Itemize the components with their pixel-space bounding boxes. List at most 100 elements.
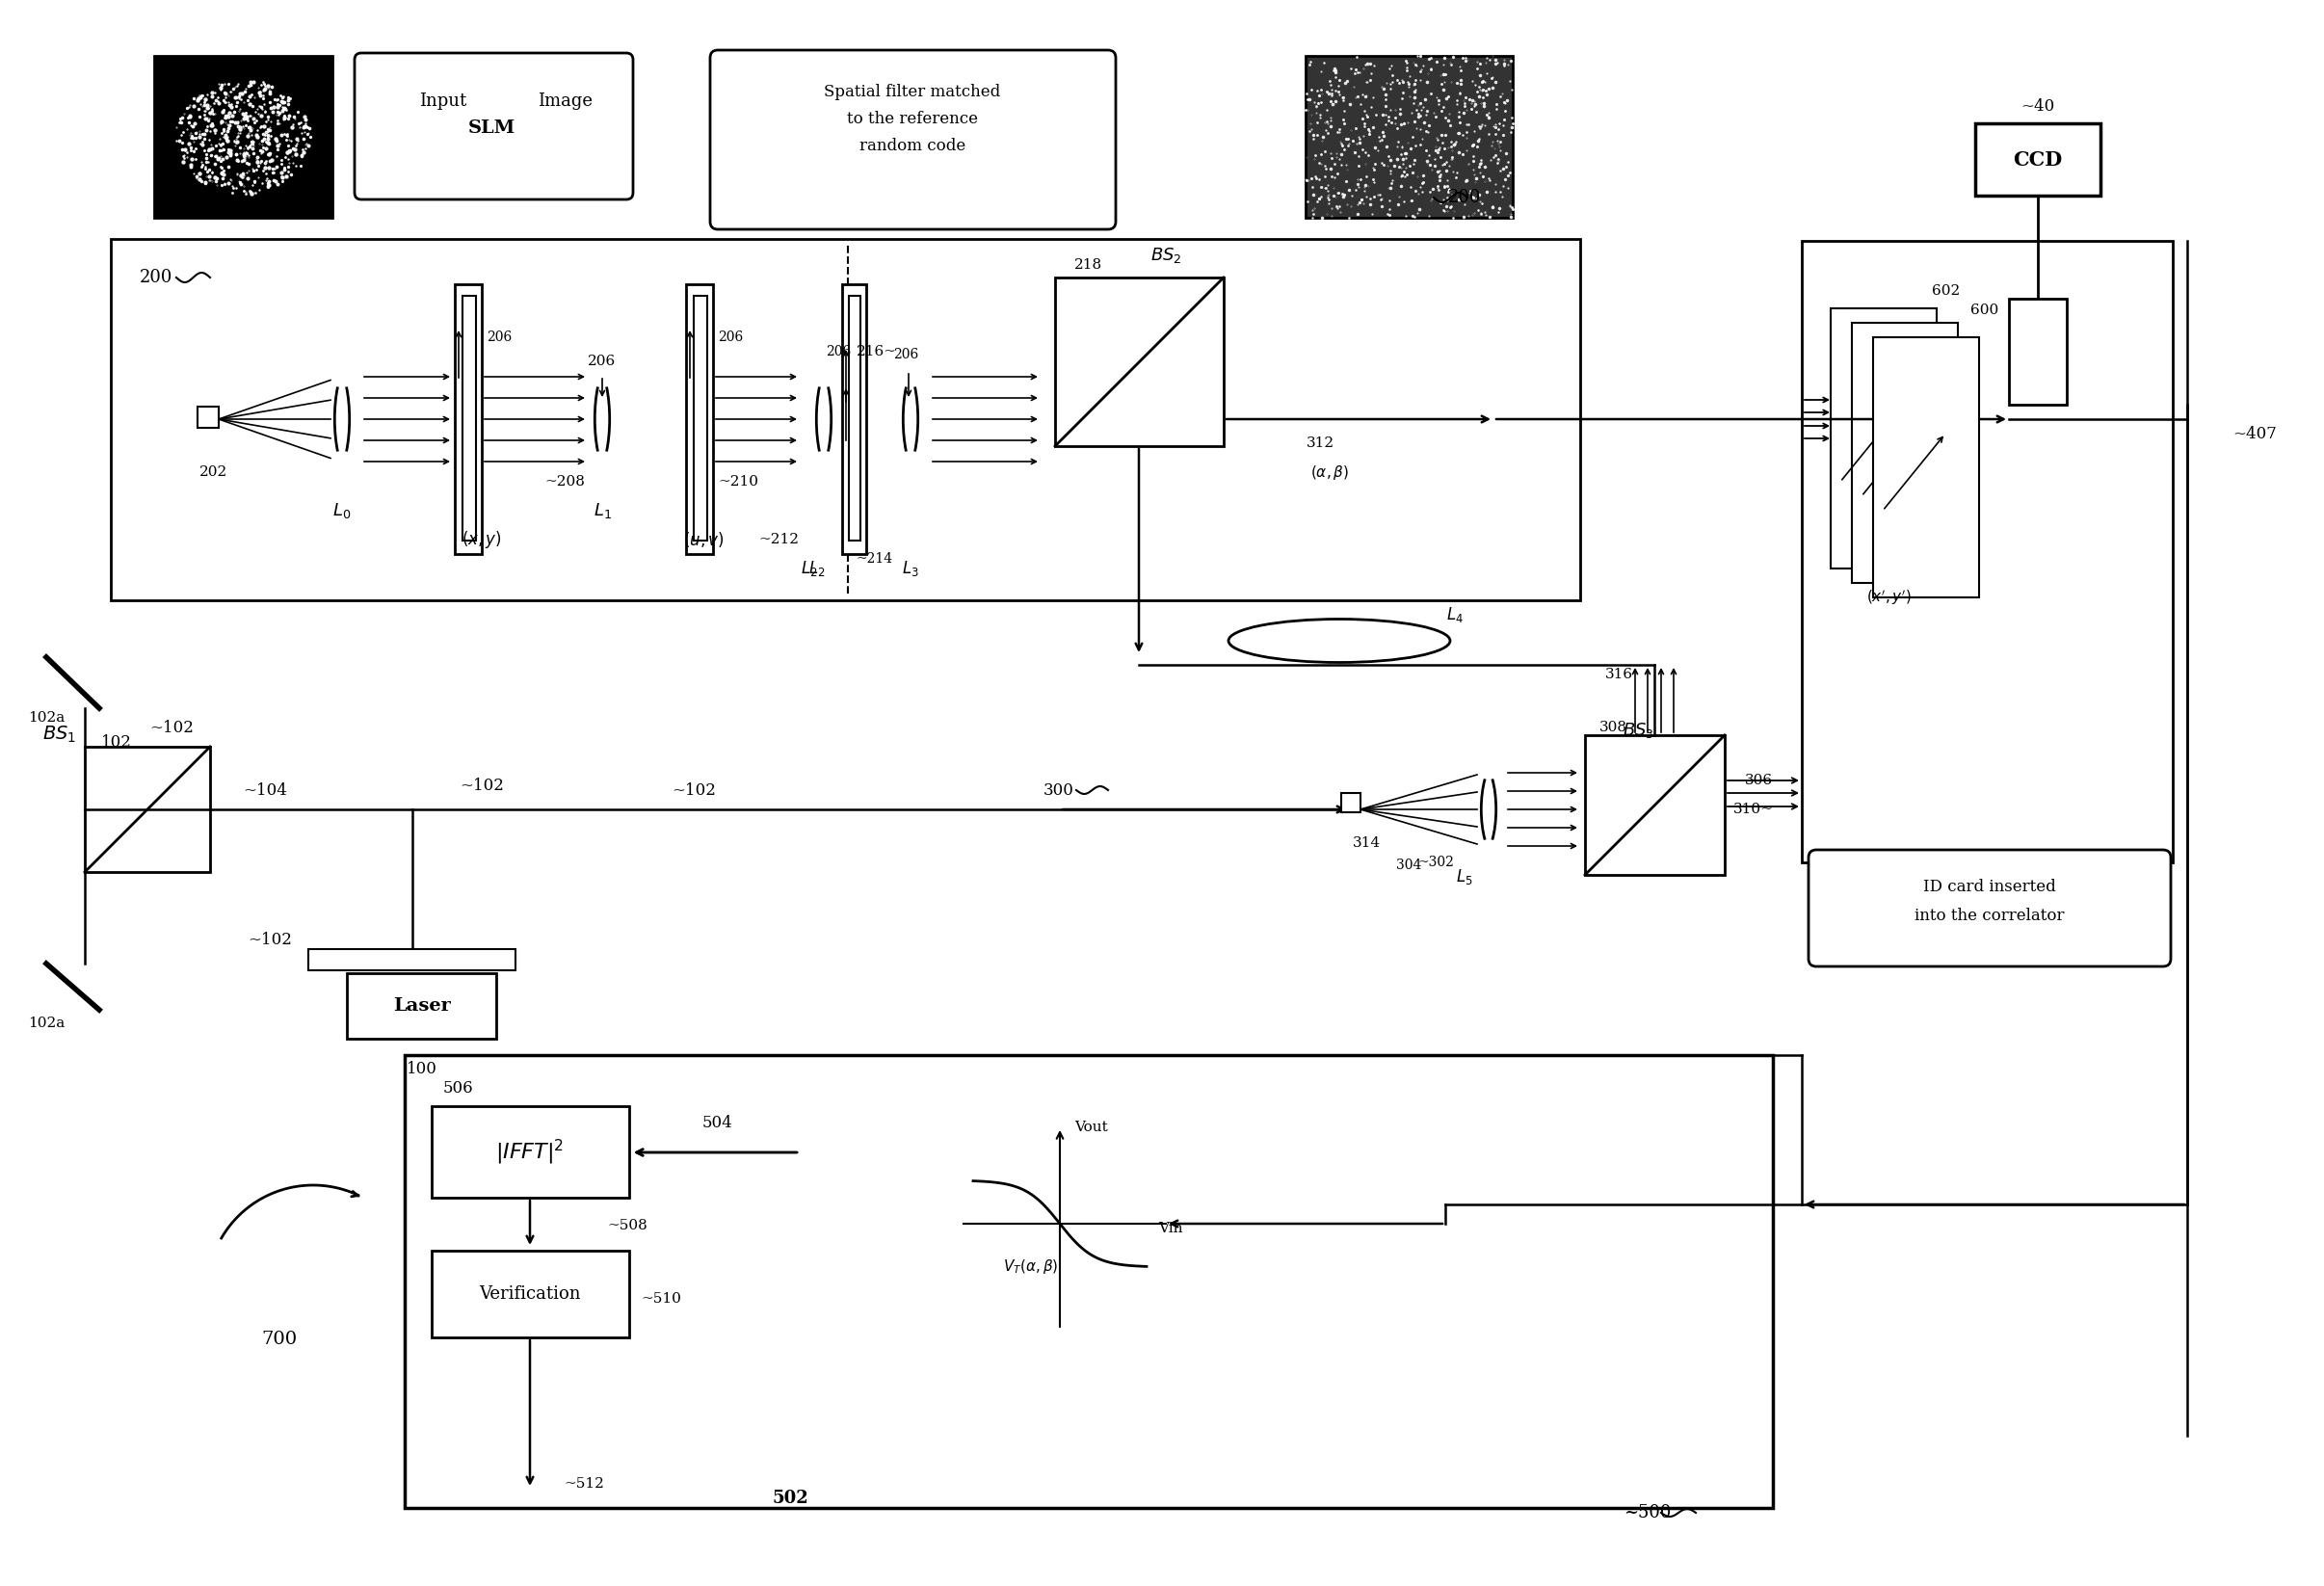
Text: ~508: ~508 xyxy=(607,1220,648,1232)
Text: Image: Image xyxy=(539,92,593,109)
Text: $L_3$: $L_3$ xyxy=(902,558,918,579)
Text: 102a: 102a xyxy=(28,711,65,725)
Text: 206: 206 xyxy=(588,355,616,368)
Text: 206: 206 xyxy=(825,344,851,358)
FancyBboxPatch shape xyxy=(1808,850,2171,966)
Text: $L_2$: $L_2$ xyxy=(802,558,818,579)
Text: 200: 200 xyxy=(139,270,172,285)
Text: ~208: ~208 xyxy=(544,476,586,488)
Text: 506: 506 xyxy=(442,1080,472,1098)
Text: ~212: ~212 xyxy=(758,533,799,546)
Text: $(x,y)$: $(x,y)$ xyxy=(462,530,502,550)
Text: 502: 502 xyxy=(772,1489,809,1507)
Text: Verification: Verification xyxy=(479,1285,581,1302)
Text: ~102: ~102 xyxy=(460,777,504,793)
Text: 218: 218 xyxy=(1074,259,1102,271)
Text: $BS_2$: $BS_2$ xyxy=(1150,246,1181,265)
Text: to the reference: to the reference xyxy=(846,111,978,127)
Text: 602: 602 xyxy=(1931,284,1961,298)
Text: 206: 206 xyxy=(486,330,511,344)
Text: 314: 314 xyxy=(1353,836,1380,850)
Text: ~102: ~102 xyxy=(672,782,716,798)
Text: 300: 300 xyxy=(1043,782,1074,798)
Text: 216~: 216~ xyxy=(858,344,897,358)
Text: ~104: ~104 xyxy=(244,782,288,798)
Text: 102: 102 xyxy=(102,734,132,750)
Text: $(x', y')$: $(x', y')$ xyxy=(1866,588,1910,607)
Text: Laser: Laser xyxy=(393,998,451,1015)
Text: ~210: ~210 xyxy=(718,476,758,488)
Text: ~102: ~102 xyxy=(249,931,293,948)
Bar xyxy=(1852,324,1957,584)
Bar xyxy=(848,297,860,541)
Text: ~512: ~512 xyxy=(565,1477,604,1491)
Bar xyxy=(841,284,867,554)
Bar xyxy=(695,297,706,541)
Bar xyxy=(1873,338,1980,598)
Bar xyxy=(686,284,713,554)
Text: 600: 600 xyxy=(1971,303,1999,317)
Bar xyxy=(309,948,516,971)
Text: $L_4$: $L_4$ xyxy=(1446,606,1464,625)
Text: 700: 700 xyxy=(263,1331,297,1348)
Text: ~302: ~302 xyxy=(1418,855,1455,869)
Text: 310~: 310~ xyxy=(1734,803,1773,817)
Text: $L_2$: $L_2$ xyxy=(809,558,825,579)
Text: $L_5$: $L_5$ xyxy=(1457,868,1473,887)
Text: 316: 316 xyxy=(1604,668,1634,682)
Text: random code: random code xyxy=(860,138,964,154)
Text: $BS_3$: $BS_3$ xyxy=(1622,720,1655,741)
Bar xyxy=(1341,793,1360,812)
Text: 102a: 102a xyxy=(28,1017,65,1029)
Text: Vout: Vout xyxy=(1074,1121,1109,1134)
Ellipse shape xyxy=(1229,619,1450,663)
Text: $L_1$: $L_1$ xyxy=(593,501,611,520)
Bar xyxy=(462,297,476,541)
Bar xyxy=(1585,736,1724,875)
Text: 206: 206 xyxy=(892,347,918,362)
Bar xyxy=(456,284,481,554)
Bar xyxy=(112,239,1580,600)
Text: 202: 202 xyxy=(200,465,228,479)
Text: Vin: Vin xyxy=(1157,1221,1183,1235)
Bar xyxy=(432,1105,630,1197)
Text: SLM: SLM xyxy=(467,119,516,136)
Text: 100: 100 xyxy=(407,1061,437,1078)
Text: ID card inserted: ID card inserted xyxy=(1924,879,2057,895)
Bar xyxy=(432,1251,630,1337)
Text: ~500: ~500 xyxy=(1624,1504,1671,1521)
FancyBboxPatch shape xyxy=(356,52,632,200)
Text: 504: 504 xyxy=(702,1115,732,1131)
Text: 200: 200 xyxy=(1448,189,1480,206)
Text: ~102: ~102 xyxy=(149,720,193,736)
Bar xyxy=(404,1055,1773,1508)
Text: ~214: ~214 xyxy=(858,552,892,566)
Bar xyxy=(198,406,218,428)
FancyBboxPatch shape xyxy=(711,51,1116,230)
Text: 306: 306 xyxy=(1745,774,1773,787)
Text: $BS_1$: $BS_1$ xyxy=(42,723,77,744)
Bar xyxy=(1831,308,1936,568)
Text: Spatial filter matched: Spatial filter matched xyxy=(825,84,1002,100)
Text: $L_0$: $L_0$ xyxy=(332,501,351,520)
Text: $(u,v)$: $(u,v)$ xyxy=(683,530,723,549)
Text: ~40: ~40 xyxy=(2022,98,2054,114)
Text: $|IFFT|^2$: $|IFFT|^2$ xyxy=(495,1137,565,1167)
Bar xyxy=(1975,124,2101,195)
Bar xyxy=(2008,298,2066,404)
Text: $V_T(\alpha,\beta)$: $V_T(\alpha,\beta)$ xyxy=(1004,1258,1060,1277)
Text: 304: 304 xyxy=(1397,858,1422,872)
Bar xyxy=(153,56,332,217)
Bar xyxy=(84,747,209,872)
Text: into the correlator: into the correlator xyxy=(1915,907,2064,923)
Text: 206: 206 xyxy=(718,330,744,344)
Bar xyxy=(346,974,497,1039)
Bar xyxy=(1306,56,1513,217)
Bar xyxy=(1055,278,1225,446)
Bar xyxy=(1801,241,2173,863)
Text: Input: Input xyxy=(421,92,467,109)
Text: $(\alpha,\beta)$: $(\alpha,\beta)$ xyxy=(1311,463,1348,481)
Text: 308: 308 xyxy=(1599,720,1627,734)
Text: ~407: ~407 xyxy=(2233,425,2278,442)
Text: 312: 312 xyxy=(1306,436,1334,450)
